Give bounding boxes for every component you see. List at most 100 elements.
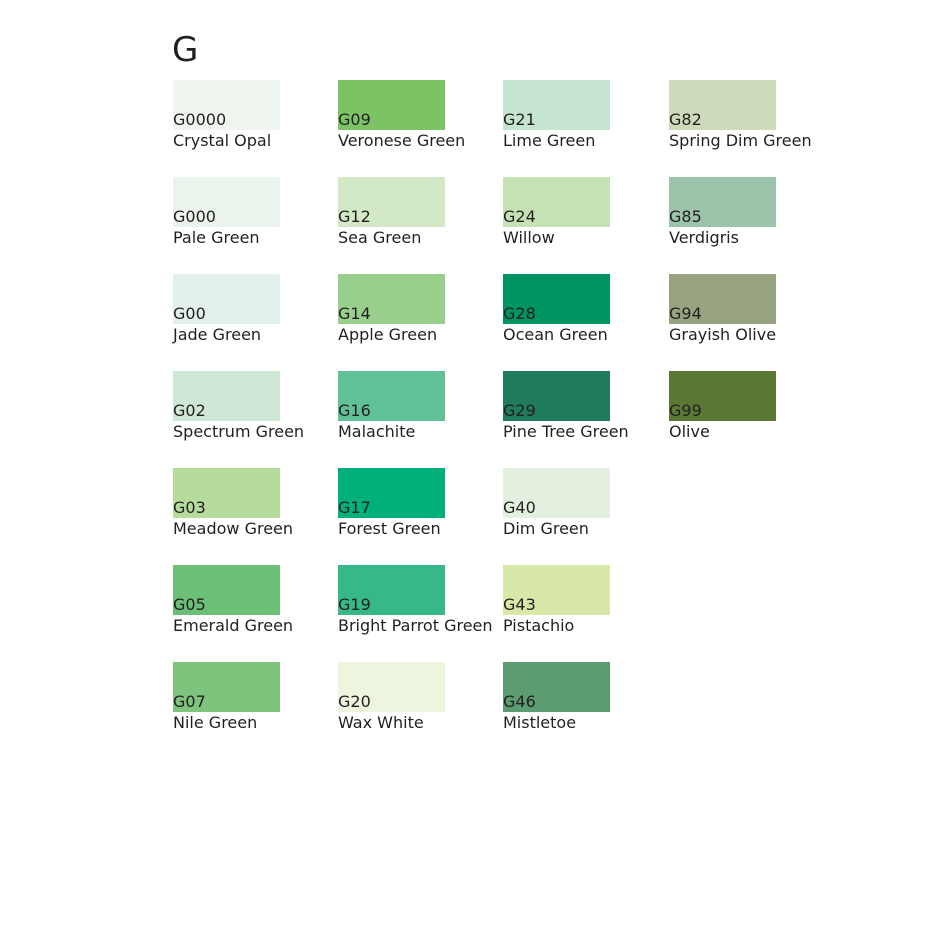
swatch-g02: G02 Spectrum Green [173, 371, 333, 468]
swatch-code: G12 [338, 207, 371, 226]
swatch-code: G94 [669, 304, 702, 323]
swatch-name: Pine Tree Green [503, 422, 629, 441]
swatch-g40: G40 Dim Green [503, 468, 663, 565]
swatch-name: Verdigris [669, 228, 739, 247]
swatch-g24: G24 Willow [503, 177, 663, 274]
swatch-g16: G16 Malachite [338, 371, 498, 468]
swatch-name: Willow [503, 228, 555, 247]
swatch-code: G85 [669, 207, 702, 226]
swatch-name: Meadow Green [173, 519, 294, 538]
swatch-code: G24 [503, 207, 536, 226]
swatch-name: Sea Green [338, 228, 422, 247]
swatch-color [173, 371, 280, 421]
swatch-name: Bright Parrot Green [338, 616, 493, 635]
swatch-code: G19 [338, 595, 371, 614]
empty-cell [669, 468, 829, 565]
swatch-g05: G05 Emerald Green [173, 565, 333, 662]
swatch-g000: G000 Pale Green [173, 177, 333, 274]
swatch-code: G02 [173, 401, 206, 420]
swatch-code: G82 [669, 110, 702, 129]
swatch-name: Wax White [338, 713, 424, 732]
swatch-name: Ocean Green [503, 325, 608, 344]
swatch-code: G000 [173, 207, 216, 226]
swatch-code: G07 [173, 692, 206, 711]
swatch-code: G0000 [173, 110, 227, 129]
swatch-color [669, 371, 776, 421]
swatch-g99: G99 Olive [669, 371, 829, 468]
swatch-g07: G07 Nile Green [173, 662, 333, 759]
swatch-color [338, 662, 445, 712]
swatch-name: Dim Green [503, 519, 589, 538]
swatch-name: Grayish Olive [669, 325, 777, 344]
swatch-g43: G43 Pistachio [503, 565, 663, 662]
swatch-g14: G14 Apple Green [338, 274, 498, 371]
swatch-code: G46 [503, 692, 536, 711]
swatch-color [669, 177, 776, 227]
swatch-code: G09 [338, 110, 371, 129]
swatch-code: G40 [503, 498, 536, 517]
empty-cell [669, 565, 829, 662]
swatch-g20: G20 Wax White [338, 662, 498, 759]
swatch-g94: G94 Grayish Olive [669, 274, 829, 371]
swatch-code: G16 [338, 401, 371, 420]
swatch-g29: G29 Pine Tree Green [503, 371, 663, 468]
swatch-color [503, 468, 610, 518]
swatch-color [338, 80, 445, 130]
swatch-color [503, 662, 610, 712]
swatch-grid: G0000 Crystal Opal G000 Pale Green G00 Jade G… [173, 80, 849, 759]
swatch-g17: G17 Forest Green [338, 468, 498, 565]
swatch-color [173, 565, 280, 615]
swatch-code: G21 [503, 110, 536, 129]
swatch-color [338, 177, 445, 227]
swatch-color [173, 274, 280, 324]
swatch-name: Malachite [338, 422, 416, 441]
swatch-code: G03 [173, 498, 206, 517]
swatch-color [503, 371, 610, 421]
swatch-color [503, 177, 610, 227]
swatch-code: G17 [338, 498, 371, 517]
swatch-name: Mistletoe [503, 713, 577, 732]
swatch-color [173, 80, 280, 130]
swatch-g12: G12 Sea Green [338, 177, 498, 274]
swatch-color [338, 371, 445, 421]
swatch-code: G14 [338, 304, 371, 323]
swatch-name: Crystal Opal [173, 131, 272, 150]
swatch-name: Nile Green [173, 713, 258, 732]
swatch-name: Veronese Green [338, 131, 466, 150]
swatch-name: Lime Green [503, 131, 596, 150]
swatch-g82: G82 Spring Dim Green [669, 80, 829, 177]
swatch-g28: G28 Ocean Green [503, 274, 663, 371]
empty-cell [669, 662, 829, 759]
swatch-color [173, 662, 280, 712]
swatch-name: Spring Dim Green [669, 131, 812, 150]
swatch-color [503, 565, 610, 615]
swatch-g19: G19 Bright Parrot Green [338, 565, 498, 662]
swatch-code: G20 [338, 692, 371, 711]
swatch-g21: G21 Lime Green [503, 80, 663, 177]
swatch-code: G43 [503, 595, 536, 614]
swatch-code: G05 [173, 595, 206, 614]
swatch-color [338, 468, 445, 518]
swatch-name: Pale Green [173, 228, 260, 247]
swatch-g09: G09 Veronese Green [338, 80, 498, 177]
swatch-color [669, 80, 776, 130]
swatch-name: Emerald Green [173, 616, 294, 635]
swatch-name: Spectrum Green [173, 422, 305, 441]
swatch-color [338, 565, 445, 615]
swatch-g85: G85 Verdigris [669, 177, 829, 274]
swatch-name: Forest Green [338, 519, 441, 538]
swatch-g03: G03 Meadow Green [173, 468, 333, 565]
swatch-color [503, 274, 610, 324]
swatch-name: Pistachio [503, 616, 575, 635]
swatch-color [669, 274, 776, 324]
swatch-g0000: G0000 Crystal Opal [173, 80, 333, 177]
swatch-name: Jade Green [173, 325, 262, 344]
swatch-g00: G00 Jade Green [173, 274, 333, 371]
group-title: G [172, 30, 199, 70]
swatch-name: Olive [669, 422, 710, 441]
swatch-name: Apple Green [338, 325, 438, 344]
swatch-code: G29 [503, 401, 536, 420]
swatch-color [173, 468, 280, 518]
swatch-code: G28 [503, 304, 536, 323]
